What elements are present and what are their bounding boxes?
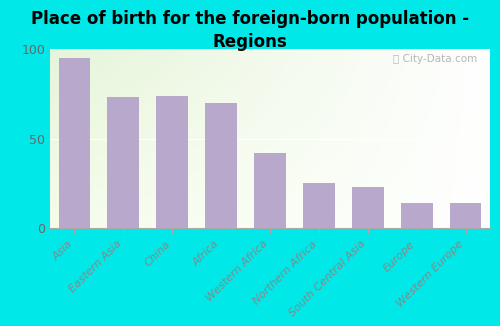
Bar: [58, 58, 90, 228]
Bar: [108, 97, 139, 228]
Bar: [156, 96, 188, 228]
Bar: [303, 183, 335, 228]
Bar: [450, 203, 482, 228]
Bar: [401, 203, 432, 228]
Bar: [254, 153, 286, 228]
Bar: [352, 187, 384, 228]
Text: ⓘ City-Data.com: ⓘ City-Data.com: [392, 54, 477, 64]
Text: Place of birth for the foreign-born population -
Regions: Place of birth for the foreign-born popu…: [31, 10, 469, 52]
Bar: [205, 103, 237, 228]
